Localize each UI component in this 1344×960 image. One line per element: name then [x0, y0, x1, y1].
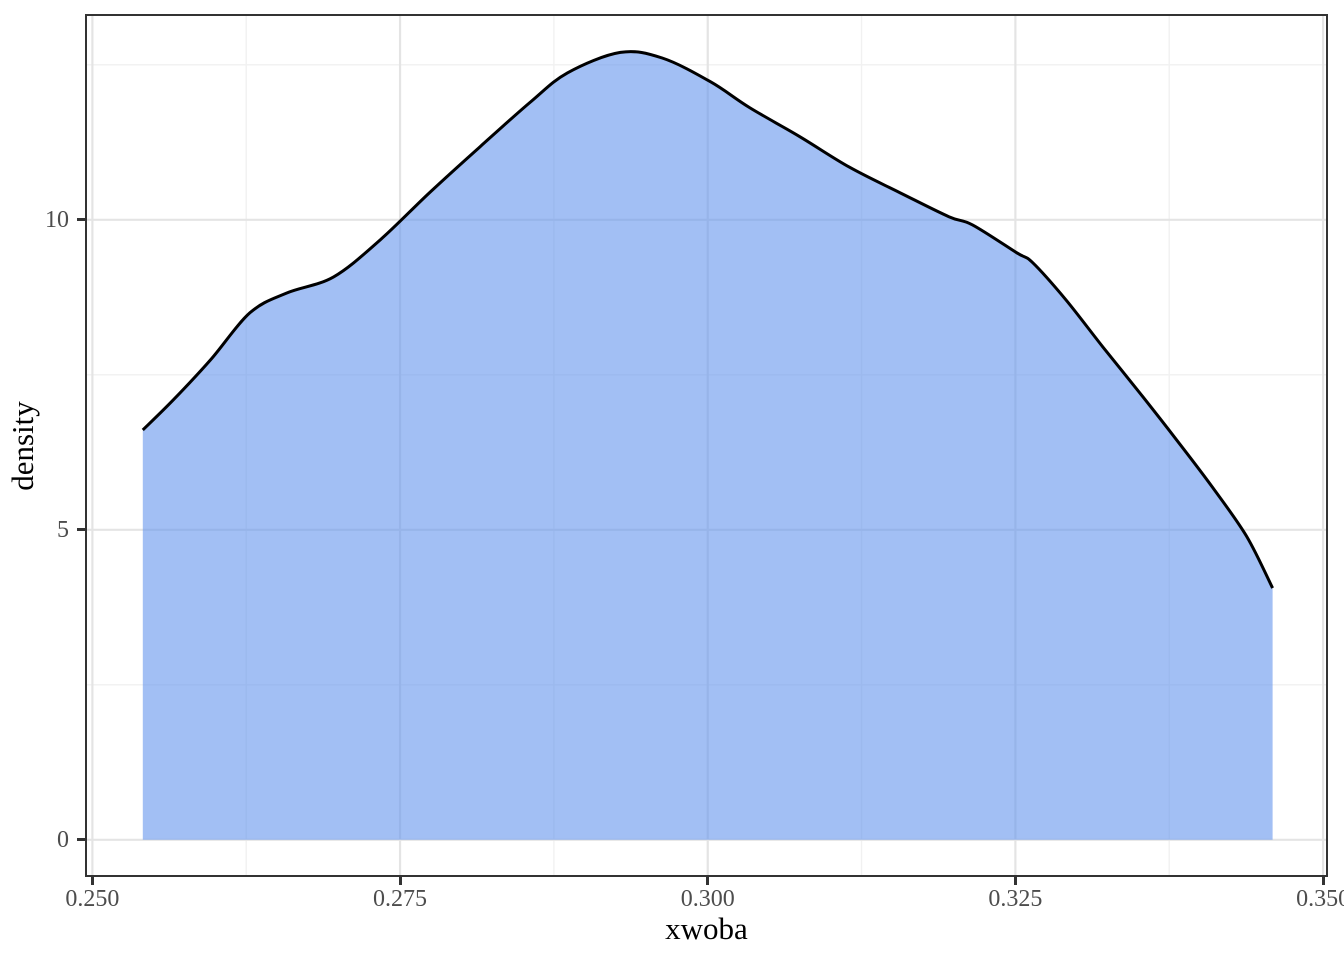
x-tick-mark [1013, 877, 1017, 885]
x-tick-mark [706, 877, 710, 885]
y-tick-mark [77, 528, 85, 532]
density-area [142, 51, 1273, 840]
y-tick-mark [77, 218, 85, 222]
x-tick-label: 0.275 [373, 886, 428, 912]
x-tick-label: 0.300 [680, 886, 735, 912]
y-tick-label: 5 [57, 516, 69, 543]
x-tick-label: 0.325 [988, 886, 1043, 912]
y-tick-mark [77, 838, 85, 842]
x-tick-label: 0.250 [65, 886, 120, 912]
y-axis-title-wrap: density [0, 14, 46, 877]
panel-border [85, 14, 1328, 877]
x-axis-title: xwoba [665, 911, 748, 946]
x-tick-mark [90, 877, 94, 885]
x-tick-mark [1321, 877, 1325, 885]
y-tick-label: 10 [45, 206, 69, 233]
x-tick-mark [398, 877, 402, 885]
density-curve [141, 50, 1274, 589]
y-axis-title: density [5, 400, 40, 491]
plot-panel [85, 14, 1328, 877]
y-tick-label: 0 [57, 826, 69, 853]
x-tick-label: 0.350 [1296, 886, 1344, 912]
